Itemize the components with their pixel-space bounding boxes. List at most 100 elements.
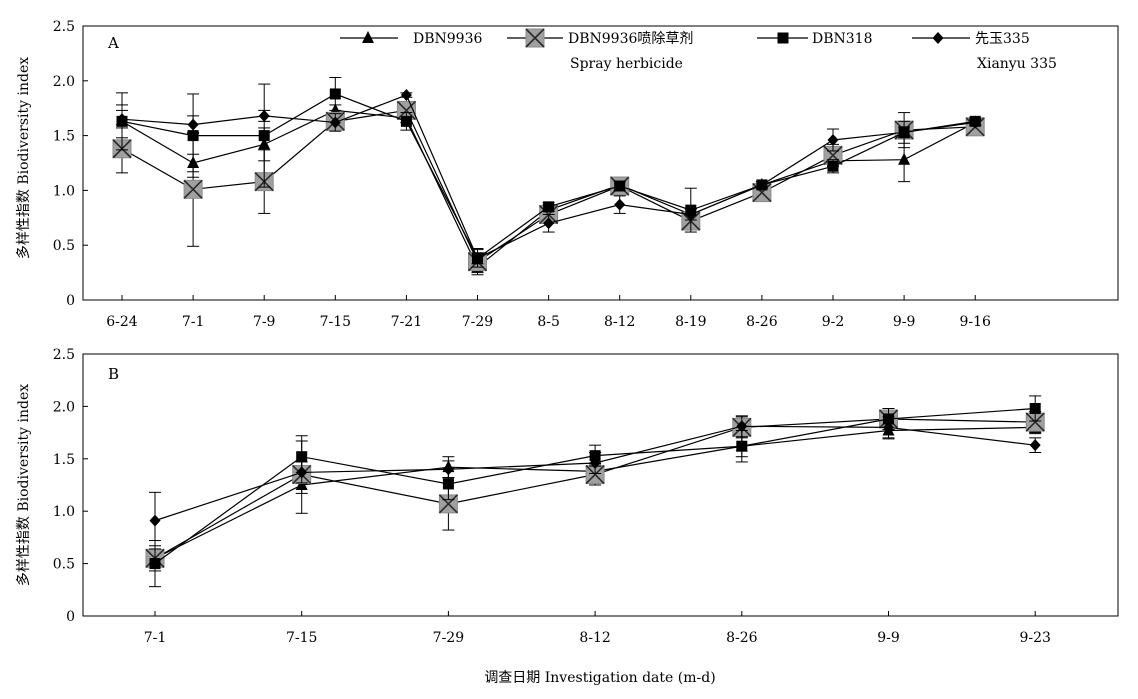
series-2	[112, 100, 985, 276]
y-axis: 0 0.5 1.0 1.5 2.0 2.5	[53, 347, 88, 625]
data-point	[258, 109, 270, 122]
legend-item-dbn9936: DBN9936	[340, 31, 482, 47]
x-tick-label: 9-23	[1019, 630, 1050, 646]
x-tick-label: 8-26	[726, 630, 758, 646]
y-tick-label: 1.0	[53, 183, 75, 199]
data-point	[898, 126, 910, 139]
y-tick-label: 0.5	[53, 238, 75, 254]
data-point	[1029, 402, 1041, 414]
panel-a: A DBN9936 DBN9936喷除草剂 Spray herbicide DB…	[53, 19, 1119, 330]
legend-label: 先玉335	[975, 31, 1030, 47]
series-4	[116, 89, 982, 265]
legend-marker	[362, 31, 374, 43]
x-tick-label: 7-21	[391, 314, 422, 330]
y-tick-label: 2.5	[53, 19, 75, 35]
data-point	[827, 133, 839, 146]
data-point	[1029, 439, 1041, 452]
x-axis: 6-24 7-1 7-9 7-15 7-21 7-29 8-5 8-12 8-19 8-26 9-2…	[106, 295, 991, 330]
y-tick-label: 2.0	[53, 399, 75, 415]
data-point	[543, 201, 555, 213]
panel-b: B 0 0.5 1.0 1.5 2.0 2.5 7-1 7-15 7-29 8-12 8-26 9-9…	[53, 347, 1119, 646]
x-tick-label: 7-29	[462, 314, 493, 330]
x-tick-label: 9-16	[959, 314, 991, 330]
data-point	[589, 456, 601, 469]
y-tick-label: 1.0	[53, 504, 75, 520]
x-tick-label: 7-1	[144, 630, 167, 646]
series-3	[116, 77, 982, 268]
data-point	[736, 440, 748, 452]
data-point	[898, 152, 911, 165]
y-tick-label: 1.5	[53, 452, 75, 468]
data-point	[183, 179, 203, 199]
y-tick-label: 0.5	[53, 557, 75, 573]
y-axis-title: 多样性指数 Biodiversity index	[15, 57, 32, 259]
data-point	[827, 160, 839, 172]
data-point	[329, 88, 341, 100]
data-point	[442, 463, 454, 476]
x-tick-label: 6-24	[106, 314, 138, 330]
data-point	[883, 421, 894, 434]
data-point	[543, 217, 555, 230]
panel-b-label: B	[108, 365, 119, 383]
data-point	[258, 130, 270, 142]
legend-marker	[525, 28, 545, 48]
series-line	[121, 94, 976, 260]
legend-sublabel: Xianyu 335	[977, 56, 1057, 72]
y-axis: 0 0.5 1.0 1.5 2.0 2.5	[53, 19, 88, 309]
x-tick-label: 7-15	[286, 630, 317, 646]
x-tick-label: 8-26	[746, 314, 778, 330]
legend: DBN9936 DBN9936喷除草剂 Spray herbicide DBN3…	[340, 28, 1057, 72]
x-axis: 7-1 7-15 7-29 8-12 8-26 9-9 9-23	[144, 611, 1051, 646]
series-line	[121, 109, 976, 263]
legend-item-dbn9936-herbicide: DBN9936喷除草剂 Spray herbicide	[507, 28, 693, 72]
x-tick-label: 7-9	[253, 314, 276, 330]
series-line	[154, 418, 1036, 559]
data-point	[187, 118, 199, 131]
data-point	[472, 252, 483, 265]
series-3	[149, 395, 1042, 588]
legend-label: DBN9936	[413, 31, 482, 47]
series-line	[121, 93, 976, 260]
y-tick-label: 2.5	[53, 347, 75, 363]
series-4	[149, 415, 1042, 550]
x-tick-label: 8-5	[537, 314, 560, 330]
x-axis-title: 调查日期 Investigation date (m-d)	[484, 670, 715, 686]
data-point	[614, 180, 626, 192]
x-tick-label: 8-12	[579, 630, 610, 646]
y-tick-label: 0	[66, 609, 75, 625]
panel-a-frame	[82, 25, 1119, 301]
data-point	[969, 116, 981, 129]
series-line	[154, 407, 1036, 565]
x-tick-label: 7-1	[182, 314, 205, 330]
legend-item-dbn318: DBN318	[757, 31, 872, 47]
data-point	[1025, 412, 1045, 432]
y-tick-label: 0	[66, 293, 75, 309]
x-tick-label: 9-9	[893, 314, 916, 330]
data-point	[400, 115, 412, 127]
data-point	[685, 208, 697, 221]
series-2	[145, 409, 1045, 572]
series-line	[121, 109, 976, 269]
legend-marker	[777, 32, 789, 44]
series-1	[149, 420, 1042, 568]
data-point	[187, 130, 199, 142]
legend-label: DBN318	[812, 31, 872, 47]
x-tick-label: 7-29	[433, 630, 464, 646]
data-point	[116, 113, 128, 126]
data-point	[149, 514, 161, 527]
series-1	[116, 103, 982, 274]
data-point	[296, 466, 308, 479]
data-point	[736, 420, 748, 433]
x-tick-label: 8-19	[675, 314, 706, 330]
panel-b-frame	[82, 353, 1119, 617]
data-point	[756, 178, 768, 191]
data-point	[329, 116, 341, 129]
x-tick-label: 9-2	[822, 314, 845, 330]
x-tick-label: 8-12	[604, 314, 635, 330]
legend-item-xianyu335: 先玉335 Xianyu 335	[912, 31, 1057, 72]
y-axis-title: 多样性指数 Biodiversity index	[15, 384, 32, 586]
data-point	[442, 478, 454, 490]
y-tick-label: 1.5	[53, 129, 75, 145]
data-point	[296, 451, 308, 463]
